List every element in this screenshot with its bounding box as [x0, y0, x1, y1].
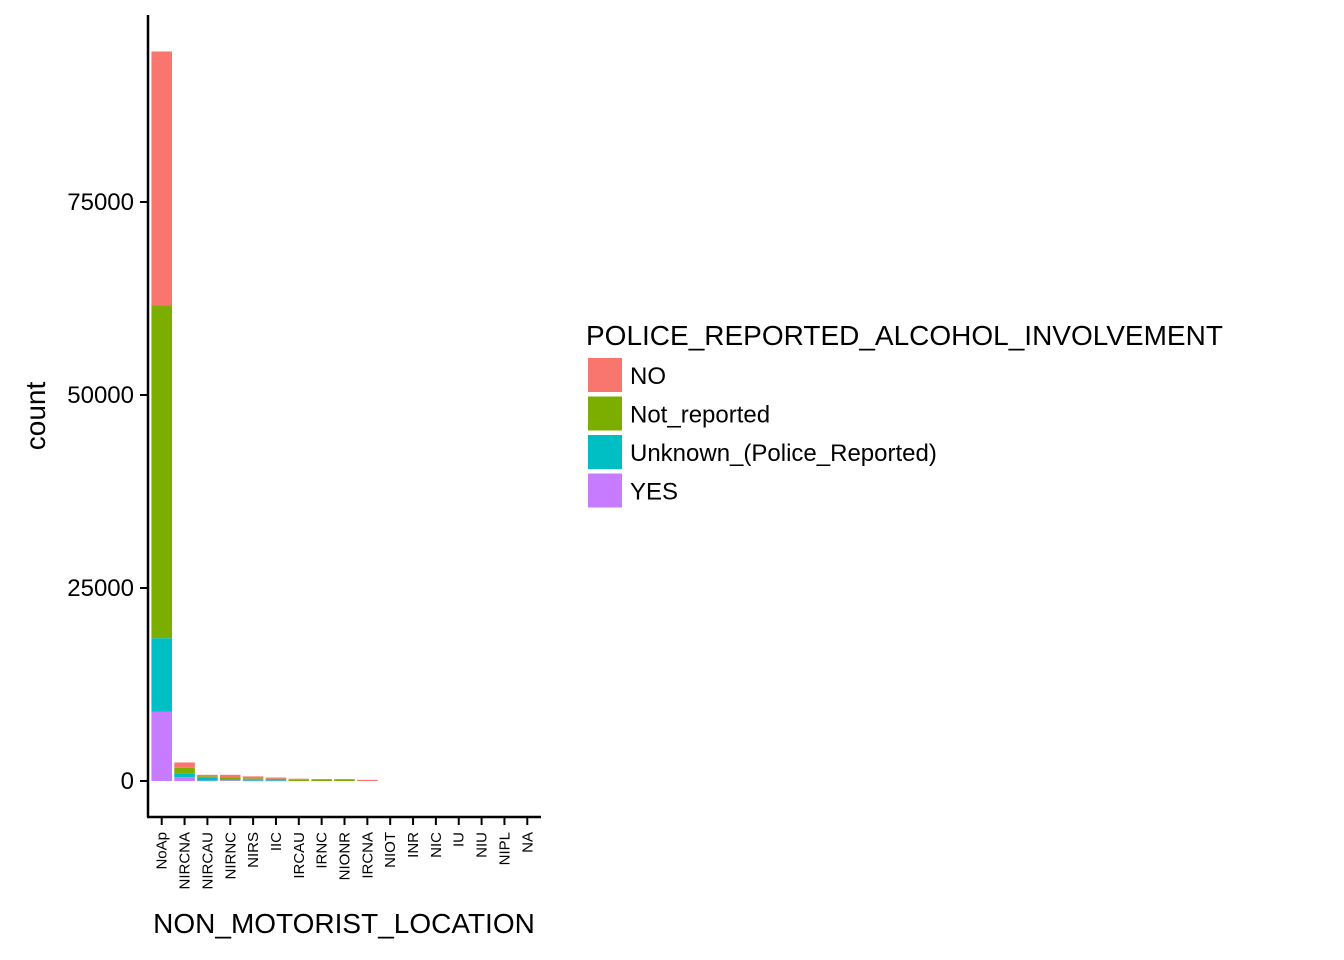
- bar-segment-NoAp-Unknown_(Police_Reported): [151, 638, 172, 712]
- bar-segment-NIRS-Unknown_(Police_Reported): [242, 779, 264, 781]
- legend-swatch-NO: [588, 358, 622, 392]
- bar-segment-IRCNA-NO: [357, 779, 378, 781]
- x-axis-ticks: NoAp NIRCNA NIRCAU NIRNC NIRS IIC IRCAU IRNC NIO…: [154, 817, 536, 890]
- x-axis-title: NON_MOTORIST_LOCATION: [153, 908, 535, 939]
- bar-segment-NoAp-NO: [151, 51, 172, 306]
- bar-segment-IRNC-NO: [311, 779, 332, 780]
- y-axis-ticks: 0 25000 50000 75000: [67, 189, 148, 795]
- x-tick-label: NIRCNA: [177, 832, 194, 890]
- x-tick-label: IRNC: [314, 832, 331, 869]
- x-tick-label: IIC: [268, 832, 285, 851]
- bar-segment-NIRNC-YES: [219, 780, 241, 781]
- y-axis-title: count: [20, 382, 51, 451]
- x-tick-label: NIONR: [337, 832, 354, 881]
- bar-segment-NIRNC-NO: [219, 774, 241, 778]
- bar-segment-IIC-Not_reported: [265, 778, 287, 780]
- bar-segment-NIRCAU-NO: [197, 774, 218, 777]
- y-tick-label: 75000: [67, 189, 134, 216]
- bar-segment-NIRCNA-Not_reported: [174, 767, 195, 774]
- bar-segment-NIRCNA-Unknown_(Police_Reported): [174, 773, 195, 778]
- bar-segment-NIRCAU-Not_reported: [197, 776, 218, 778]
- x-tick-label: NIOT: [382, 832, 399, 868]
- legend-swatch-Not_reported: [588, 396, 622, 431]
- legend-label: NO: [630, 363, 666, 390]
- bar-segment-NIONR-Not_reported: [334, 780, 355, 781]
- y-tick-label: 0: [121, 768, 134, 795]
- bar-segment-NIRCNA-NO: [174, 762, 195, 768]
- x-tick-label: IRCNA: [359, 832, 376, 879]
- x-tick-label: NIRS: [245, 832, 262, 868]
- x-tick-label: NA: [519, 832, 536, 853]
- legend-swatch-YES: [588, 473, 622, 508]
- x-tick-label: IRCAU: [291, 832, 308, 879]
- legend-label: Unknown_(Police_Reported): [630, 440, 937, 467]
- x-tick-label: NIPL: [496, 832, 513, 865]
- bar-segment-NIRS-Not_reported: [242, 778, 264, 780]
- bar-segment-IIC-YES: [265, 780, 287, 782]
- bars-layer: [151, 51, 378, 782]
- x-tick-label: IU: [451, 832, 468, 847]
- bar-segment-IIC-Unknown_(Police_Reported): [265, 779, 287, 781]
- bar-segment-NIRS-YES: [242, 780, 264, 782]
- bar-segment-NIRNC-Not_reported: [219, 777, 241, 780]
- legend-title: POLICE_REPORTED_ALCOHOL_INVOLVEMENT: [586, 320, 1223, 351]
- y-tick-label: 25000: [67, 575, 134, 602]
- bar-segment-IRNC-Not_reported: [311, 780, 332, 781]
- bar-segment-IRCAU-NO: [288, 778, 310, 780]
- legend-label: Not_reported: [630, 402, 770, 429]
- bar-segment-NIONR-NO: [334, 779, 355, 780]
- x-tick-label: NIC: [428, 832, 445, 858]
- bar-segment-NIRCAU-Unknown_(Police_Reported): [197, 777, 218, 781]
- x-tick-label: INR: [405, 832, 422, 858]
- x-tick-label: NIRCAU: [199, 832, 216, 890]
- bar-segment-NIRCAU-YES: [197, 780, 218, 782]
- bar-segment-NIRNC-Unknown_(Police_Reported): [219, 779, 241, 781]
- bar-segment-NoAp-YES: [151, 711, 172, 781]
- x-tick-label: NIRNC: [222, 832, 239, 880]
- bar-segment-IRCAU-Not_reported: [288, 779, 310, 781]
- legend-items: NO Not_reported Unknown_(Police_Reported) Y…: [588, 358, 937, 508]
- bar-segment-NoAp-Not_reported: [151, 305, 172, 639]
- bar-segment-IIC-NO: [265, 777, 287, 779]
- legend: POLICE_REPORTED_ALCOHOL_INVOLVEMENT NO No…: [586, 320, 1223, 508]
- legend-label: YES: [630, 479, 678, 506]
- x-tick-label: NIU: [474, 832, 491, 858]
- x-tick-label: NoAp: [154, 832, 171, 870]
- bar-segment-NIRS-NO: [242, 776, 264, 779]
- legend-swatch-Unknown_(Police_Reported): [588, 435, 622, 469]
- bar-segment-NIRCNA-YES: [174, 777, 195, 781]
- y-tick-label: 50000: [67, 382, 134, 409]
